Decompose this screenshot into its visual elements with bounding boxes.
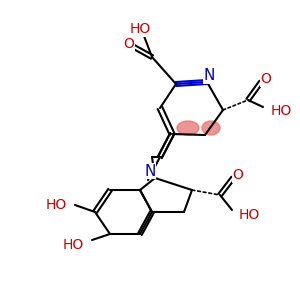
Text: O: O <box>261 72 272 86</box>
Text: HO: HO <box>129 22 151 36</box>
Text: N: N <box>144 164 156 178</box>
Text: O: O <box>232 168 243 182</box>
Ellipse shape <box>202 121 220 135</box>
Text: O: O <box>124 37 134 51</box>
Text: HO: HO <box>239 208 260 222</box>
Text: N: N <box>203 68 215 83</box>
Text: HO: HO <box>46 198 67 212</box>
Text: HO: HO <box>271 104 292 118</box>
Text: HO: HO <box>63 238 84 252</box>
Ellipse shape <box>177 121 199 135</box>
